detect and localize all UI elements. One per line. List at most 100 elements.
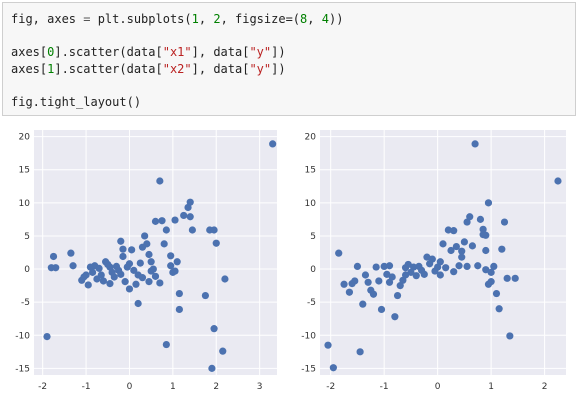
scatter-point	[162, 226, 170, 234]
scatter-point	[452, 242, 460, 251]
scatter-point	[324, 341, 332, 349]
scatter-point	[210, 325, 218, 333]
scatter-point	[436, 271, 444, 279]
scatter-point	[128, 246, 136, 254]
y-tick-label: -10	[15, 331, 30, 341]
code-line-4: fig.tight_layout()	[11, 95, 142, 109]
scatter-point	[158, 217, 166, 225]
scatter-point	[482, 266, 490, 274]
scatter-point	[208, 364, 216, 372]
scatter-point	[340, 280, 348, 288]
scatter-point	[43, 332, 51, 341]
scatter-point	[119, 245, 127, 253]
scatter-point	[329, 364, 337, 372]
scatter-point	[117, 237, 125, 245]
scatter-point	[401, 264, 410, 272]
y-tick-label: 10	[305, 199, 317, 209]
scatter-point	[487, 278, 495, 286]
scatter-point	[554, 177, 562, 185]
scatter-point	[145, 250, 153, 259]
scatter-point	[442, 264, 450, 272]
scatter-point	[175, 305, 183, 314]
scatter-point	[95, 264, 103, 272]
scatter-point	[171, 216, 179, 224]
scatter-point	[351, 277, 359, 285]
y-tick-label: -15	[301, 364, 316, 374]
scatter-point	[130, 266, 138, 274]
scatter-point	[503, 274, 511, 282]
y-tick-label: 15	[305, 166, 316, 176]
scatter-point	[471, 140, 479, 148]
scatter-point	[479, 231, 487, 239]
scatter-point	[500, 218, 509, 226]
scatter-point	[458, 253, 466, 261]
scatter-point	[121, 278, 129, 286]
scatter-point	[167, 252, 175, 260]
scatter-point	[428, 255, 436, 263]
scatter-point	[125, 260, 134, 268]
scatter-point	[476, 215, 485, 223]
scatter-point	[487, 268, 495, 276]
scatter-point	[447, 246, 455, 255]
scatter-point	[385, 262, 394, 270]
scatter-point	[506, 332, 514, 340]
scatter-point	[138, 274, 147, 282]
x-tick-label: 3	[257, 382, 263, 392]
x-tick-label: -2	[326, 382, 335, 392]
scatter-point	[97, 271, 105, 279]
scatter-point	[359, 300, 367, 308]
scatter-point	[412, 272, 420, 280]
scatter-point	[219, 347, 227, 355]
scatter-point	[99, 277, 108, 285]
scatter-point	[106, 280, 114, 288]
scatter-point	[82, 271, 90, 279]
scatter-point	[156, 279, 164, 287]
scatter-point	[455, 262, 463, 270]
y-tick-label: -15	[15, 364, 30, 374]
scatter-point	[385, 278, 394, 286]
scatter-point	[212, 239, 220, 247]
code-cell[interactable]: fig, axes = plt.subplots(1, 2, figsize=(…	[2, 2, 576, 116]
scatter-point	[335, 249, 343, 257]
scatter-point	[201, 291, 210, 300]
scatter-point	[125, 285, 134, 293]
scatter-point	[136, 259, 144, 267]
scatter-point	[388, 273, 396, 281]
scatter-point	[117, 270, 125, 278]
y-tick-label: -5	[307, 298, 316, 308]
y-tick-label: 15	[19, 166, 30, 176]
scatter-point	[353, 262, 362, 271]
scatter-point	[186, 213, 194, 221]
scatter-point	[474, 262, 482, 270]
scatter-point	[466, 213, 474, 221]
x-tick-label: 1	[170, 382, 176, 392]
scatter-point	[188, 226, 196, 234]
x-tick-label: 0	[435, 382, 441, 392]
scatter-point	[375, 277, 383, 285]
scatter-point	[145, 278, 153, 286]
scatter-point	[119, 252, 127, 261]
scatter-point	[492, 289, 501, 298]
scatter-point	[167, 262, 175, 270]
scatter-point	[420, 270, 428, 278]
scatter-point	[479, 225, 487, 233]
scatter-point	[151, 272, 160, 280]
code-line-1: fig, axes = plt.subplots(1, 2, figsize=(…	[11, 12, 344, 26]
scatter-point	[498, 245, 506, 253]
scatter-point	[484, 199, 493, 207]
scatter-point	[210, 226, 218, 234]
scatter-point	[383, 270, 391, 278]
scatter-point	[463, 218, 471, 226]
y-tick-label: 20	[19, 133, 31, 143]
scatter-point	[141, 232, 149, 240]
y-tick-label: 5	[310, 232, 316, 242]
scatter-point	[401, 271, 410, 279]
scatter-point	[49, 252, 58, 261]
scatter-point	[409, 263, 418, 271]
scatter-point	[171, 267, 179, 275]
scatter-point	[180, 211, 188, 220]
scatter-point	[463, 262, 471, 271]
x-tick-label: 2	[542, 382, 548, 392]
